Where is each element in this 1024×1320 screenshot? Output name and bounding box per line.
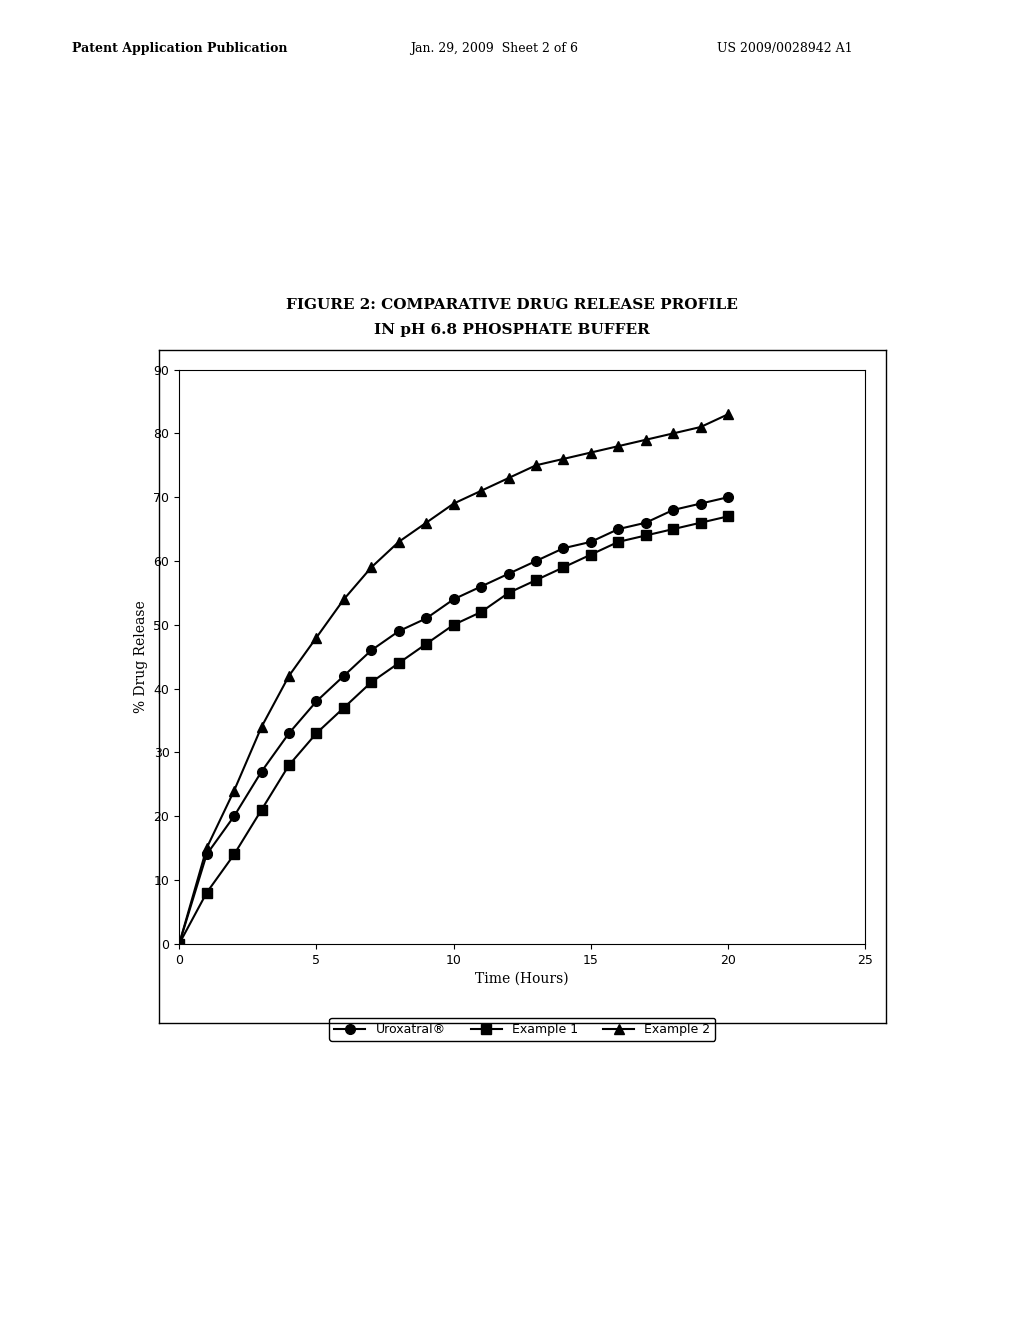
Text: Jan. 29, 2009  Sheet 2 of 6: Jan. 29, 2009 Sheet 2 of 6 [410, 42, 578, 55]
Line: Example 1: Example 1 [174, 511, 733, 949]
Example 2 [255, 719, 267, 735]
Example 2 [447, 495, 460, 511]
Example 2 [392, 533, 404, 549]
Example 1 [173, 936, 185, 952]
Example 2 [173, 936, 185, 952]
Legend: Uroxatral®, Example 1, Example 2: Uroxatral®, Example 1, Example 2 [329, 1018, 716, 1041]
Example 2 [201, 841, 213, 857]
Uroxatral® [201, 846, 213, 862]
Text: US 2009/0028942 A1: US 2009/0028942 A1 [717, 42, 852, 55]
Uroxatral® [585, 533, 597, 549]
Uroxatral® [392, 623, 404, 639]
Uroxatral® [667, 502, 679, 517]
Uroxatral® [447, 591, 460, 607]
Example 2 [694, 420, 707, 436]
Line: Example 2: Example 2 [174, 409, 733, 949]
Text: Patent Application Publication: Patent Application Publication [72, 42, 287, 55]
Uroxatral® [640, 515, 652, 531]
Uroxatral® [366, 643, 378, 659]
Example 1 [447, 616, 460, 632]
Example 1 [640, 528, 652, 544]
Example 2 [667, 425, 679, 441]
Uroxatral® [283, 726, 295, 742]
Example 2 [529, 457, 542, 473]
Example 2 [722, 407, 734, 422]
Uroxatral® [475, 578, 487, 594]
Example 1 [503, 585, 515, 601]
Example 2 [503, 470, 515, 486]
Example 1 [228, 846, 241, 862]
X-axis label: Time (Hours): Time (Hours) [475, 972, 569, 986]
Example 2 [557, 451, 569, 467]
Uroxatral® [228, 808, 241, 824]
Y-axis label: % Drug Release: % Drug Release [134, 601, 147, 713]
Example 2 [640, 432, 652, 447]
Example 2 [283, 668, 295, 684]
Example 1 [366, 675, 378, 690]
Uroxatral® [529, 553, 542, 569]
Example 1 [557, 560, 569, 576]
Uroxatral® [173, 936, 185, 952]
Uroxatral® [722, 490, 734, 506]
Example 1 [201, 884, 213, 900]
Uroxatral® [612, 521, 625, 537]
Example 2 [420, 515, 432, 531]
Uroxatral® [310, 693, 323, 709]
Text: IN pH 6.8 PHOSPHATE BUFFER: IN pH 6.8 PHOSPHATE BUFFER [374, 323, 650, 337]
Example 1 [283, 758, 295, 774]
Example 1 [612, 533, 625, 549]
Example 2 [338, 591, 350, 607]
Example 1 [722, 508, 734, 524]
Example 2 [475, 483, 487, 499]
Uroxatral® [557, 540, 569, 556]
Uroxatral® [694, 495, 707, 511]
Example 1 [255, 801, 267, 817]
Text: FIGURE 2: COMPARATIVE DRUG RELEASE PROFILE: FIGURE 2: COMPARATIVE DRUG RELEASE PROFI… [286, 298, 738, 312]
Uroxatral® [338, 668, 350, 684]
Example 2 [366, 560, 378, 576]
Example 2 [612, 438, 625, 454]
Line: Uroxatral®: Uroxatral® [174, 492, 733, 949]
Example 1 [667, 521, 679, 537]
Example 1 [310, 726, 323, 742]
Example 1 [475, 605, 487, 620]
Uroxatral® [503, 566, 515, 582]
Example 1 [338, 700, 350, 715]
Example 2 [585, 445, 597, 461]
Example 1 [694, 515, 707, 531]
Example 2 [228, 783, 241, 799]
Example 1 [585, 546, 597, 562]
Example 2 [310, 630, 323, 645]
Uroxatral® [255, 763, 267, 779]
Example 1 [392, 655, 404, 671]
Example 1 [420, 636, 432, 652]
Uroxatral® [420, 610, 432, 626]
Example 1 [529, 573, 542, 589]
